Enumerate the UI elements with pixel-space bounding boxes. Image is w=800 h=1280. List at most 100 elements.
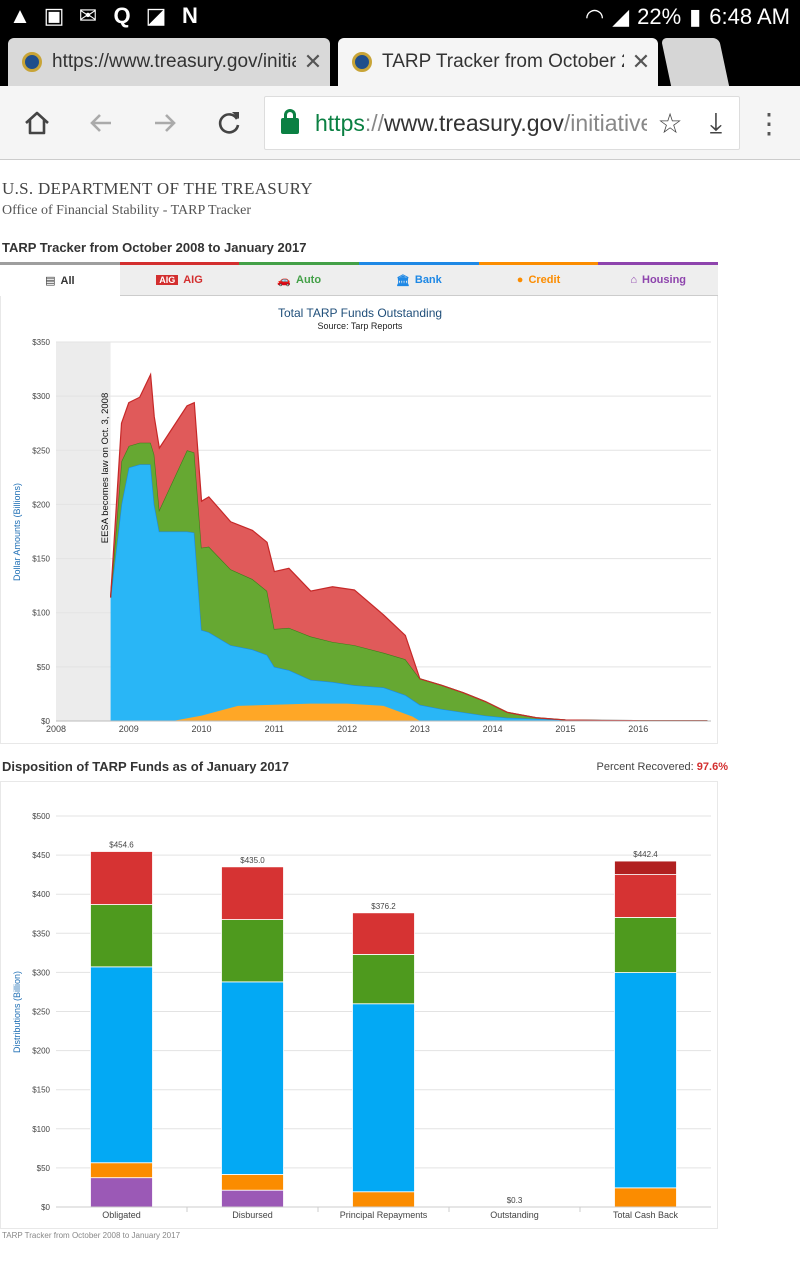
bookmark-star-icon[interactable]: ☆ <box>657 107 683 139</box>
notification-icons: ▲ ▣ ✉ Q ◪ N <box>8 4 202 28</box>
overflow-menu-icon[interactable]: ⋮ <box>755 107 783 139</box>
signal-icon: ◢ <box>612 4 630 29</box>
y-axis-label: Distributions (Billion) <box>12 971 22 1053</box>
bar-segment-bank <box>614 972 677 1189</box>
chart-title: Total TARP Funds Outstanding <box>278 306 442 320</box>
all-icon: ▤ <box>45 275 56 287</box>
url-separator: :// <box>364 109 385 136</box>
y-tick-label: $0 <box>41 1203 50 1212</box>
y-tick-label: $400 <box>32 890 50 899</box>
x-tick-label: 2010 <box>192 724 212 734</box>
housing-icon: ⌂ <box>630 274 638 286</box>
x-tick-label: 2011 <box>265 724 284 734</box>
area-series-auto <box>110 442 708 721</box>
area-series-bank <box>110 464 708 721</box>
y-tick-label: $450 <box>32 851 50 860</box>
y-tick-label: $350 <box>32 338 50 347</box>
x-tick-label: 2015 <box>555 724 575 734</box>
y-tick-label: $500 <box>32 812 50 821</box>
bar-segment-auto <box>352 954 415 1005</box>
reload-icon[interactable] <box>212 106 246 140</box>
url-text[interactable]: https://www.treasury.gov/initiatives/fin… <box>315 110 647 137</box>
url-host: www.treasury.gov <box>384 109 564 136</box>
y-tick-label: $50 <box>37 663 51 672</box>
address-bar[interactable]: https://www.treasury.gov/initiatives/fin… <box>264 96 740 150</box>
outlook-icon: ◪ <box>145 3 167 28</box>
bar-total-label: $0.3 <box>507 1196 523 1205</box>
tab-label: Credit <box>528 274 561 286</box>
close-tab-icon[interactable]: ✕ <box>303 49 323 74</box>
x-tick-label: 2008 <box>46 724 66 734</box>
y-tick-label: $150 <box>32 1086 50 1095</box>
bar-segment-aig <box>614 874 677 918</box>
image-icon: ▣ <box>43 3 65 28</box>
battery-icon: ▮ <box>689 4 702 29</box>
download-icon[interactable]: ⤓ <box>709 106 723 138</box>
office-subtitle: Office of Financial Stability - TARP Tra… <box>2 203 252 218</box>
tab-all[interactable]: ▤ All <box>0 262 120 296</box>
bar-total-label: $442.4 <box>633 850 658 859</box>
y-tick-label: $100 <box>32 609 50 618</box>
bar-segment-credit <box>221 1174 284 1191</box>
forward-arrow-icon[interactable] <box>148 106 182 140</box>
tab-label: All <box>60 274 75 287</box>
bar-segment-credit <box>614 1187 677 1208</box>
y-axis-label: Dollar Amounts (Billions) <box>12 483 22 581</box>
tab-title: https://www.treasury.gov/initiatives <box>52 51 296 72</box>
bar-segment-aig <box>221 866 284 920</box>
y-tick-label: $350 <box>32 929 50 938</box>
tab-label: Auto <box>296 274 322 286</box>
eesa-annotation: EESA becomes law on Oct. 3, 2008 <box>100 393 111 544</box>
bar-segment-aig <box>90 851 153 905</box>
treasury-favicon-icon <box>352 52 372 72</box>
x-tick-label: 2009 <box>119 724 139 734</box>
bar-segment-aig <box>352 912 415 955</box>
x-tick-label: 2013 <box>410 724 430 734</box>
close-tab-icon[interactable]: ✕ <box>631 49 651 74</box>
y-tick-label: $0 <box>41 717 50 726</box>
wifi-icon: ◠ <box>585 4 605 29</box>
tracker-title: TARP Tracker from October 2008 to Januar… <box>2 240 307 255</box>
disposition-bar-chart: $0 $50 $100 $150 $200 $250 $300 $350 $400 $450 $50… <box>0 781 718 1229</box>
bar-total-label: $435.0 <box>240 856 265 865</box>
url-path: /initiatives/financial-stability <box>563 109 647 136</box>
bar-segment-auto <box>614 917 677 973</box>
tab-auto[interactable]: 🚗 Auto <box>239 262 360 296</box>
tab-label: Housing <box>642 274 687 286</box>
x-category-label: Disbursed <box>232 1210 273 1220</box>
y-tick-label: $250 <box>32 446 50 455</box>
treasury-favicon-icon <box>22 52 42 72</box>
tab-credit[interactable]: ● Credit <box>478 262 599 296</box>
bank-icon: 🏛 <box>395 274 410 287</box>
credit-icon: ● <box>516 274 524 286</box>
back-arrow-icon[interactable] <box>84 106 118 140</box>
lock-icon <box>281 109 299 134</box>
bar-segment-bank <box>221 981 284 1175</box>
tab-aig[interactable]: AIG AIG <box>119 262 240 296</box>
tab-label: AIG <box>183 274 203 286</box>
tab-title: TARP Tracker from October 2008 to Januar… <box>382 51 624 72</box>
y-tick-label: $200 <box>32 1047 50 1056</box>
home-icon[interactable] <box>20 106 54 140</box>
x-category-label: Total Cash Back <box>613 1210 679 1220</box>
x-category-label: Obligated <box>102 1210 141 1220</box>
n-app-icon: N <box>182 3 198 28</box>
tab-housing[interactable]: ⌂ Housing <box>598 262 719 296</box>
status-bar: ▲ ▣ ✉ Q ◪ N ◠ ◢ 22% ▮ 6:48 AM <box>0 0 800 34</box>
bar-segment-credit <box>352 1191 415 1208</box>
category-tabs: ▤ All AIG AIG 🚗 Auto 🏛 Bank ● Credit ⌂ Housing <box>0 262 719 296</box>
warning-icon: ▲ <box>9 3 31 28</box>
clock: 6:48 AM <box>709 4 790 29</box>
pre-eesa-shade <box>56 342 111 721</box>
new-tab-button[interactable] <box>660 38 730 86</box>
tab-bank[interactable]: 🏛 Bank <box>359 262 479 296</box>
tarp-area-chart: $0 $50 $100 $150 $200 $250 $300 $350 2008 2009 201… <box>0 296 718 744</box>
browser-tab-1[interactable]: https://www.treasury.gov/initiatives ✕ <box>8 38 330 86</box>
battery-percent: 22% <box>637 4 682 29</box>
tab-label: Bank <box>414 274 442 286</box>
y-tick-label: $150 <box>32 555 50 564</box>
footnote: TARP Tracker from October 2008 to Januar… <box>2 1231 181 1240</box>
browser-tab-2[interactable]: TARP Tracker from October 2008 to Januar… <box>338 38 658 86</box>
y-tick-label: $300 <box>32 392 50 401</box>
x-tick-label: 2014 <box>483 724 503 734</box>
